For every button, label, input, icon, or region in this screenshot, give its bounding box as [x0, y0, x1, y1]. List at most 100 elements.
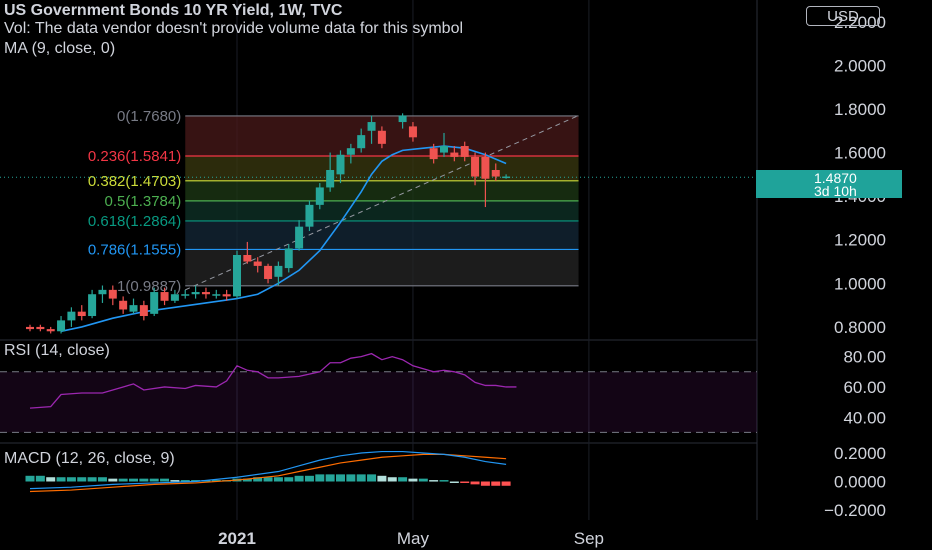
macd-histogram-bar [118, 478, 128, 482]
fib-zone [185, 249, 579, 286]
candle-body [357, 135, 366, 149]
price-axis-tick: 1.2000 [834, 231, 886, 250]
macd-histogram-bar [418, 478, 428, 482]
candle-body [336, 154, 345, 175]
candle-body [170, 294, 179, 301]
candle-body [253, 261, 262, 266]
fib-level-label: 0.236(1.5841) [88, 148, 181, 165]
candle-body [429, 148, 438, 160]
candle-body [212, 294, 221, 296]
macd-histogram-bar [77, 477, 87, 482]
chart-title: US Government Bonds 10 YR Yield, 1W, TVC [4, 2, 343, 19]
candle-body [57, 320, 66, 332]
candle-body [243, 255, 252, 262]
candle-body [160, 292, 169, 301]
macd-legend: MACD (12, 26, close, 9) [4, 450, 175, 467]
candle-body [326, 170, 335, 188]
candle-body [315, 187, 324, 205]
candle-body [150, 292, 159, 314]
macd-histogram-bar [129, 478, 138, 482]
macd-histogram-bar [180, 480, 190, 482]
rsi-line [29, 352, 517, 409]
candle-body [295, 226, 304, 249]
macd-histogram-bar [160, 478, 170, 482]
current-price-label: 1.4870 3d 10h [756, 170, 902, 199]
candle-body [222, 294, 231, 297]
candle-body [129, 305, 138, 312]
currency-button[interactable]: USD [806, 6, 880, 26]
candle-body [233, 255, 241, 297]
macd-histogram-bar [108, 478, 118, 482]
candle-body [139, 305, 148, 317]
candle-body [181, 294, 190, 296]
fib-level-label: 0(1.7680) [117, 108, 181, 125]
macd-histogram-bar [429, 480, 439, 482]
candle-body [460, 146, 469, 157]
candle-body [274, 265, 283, 277]
candle-body [119, 300, 128, 310]
candle-body [36, 326, 45, 330]
macd-histogram-bar [25, 475, 35, 482]
macd-histogram-bar [439, 480, 449, 482]
macd-histogram-bar [149, 478, 159, 482]
price-axis-tick: 0.8000 [834, 318, 886, 337]
macd-histogram-bar [139, 478, 149, 482]
candle-body [191, 292, 200, 295]
macd-histogram-bar [470, 481, 480, 485]
ma-legend: MA (9, close, 0) [4, 40, 116, 57]
macd-histogram-bar [377, 475, 387, 482]
macd-histogram-bar [336, 474, 345, 482]
fib-level-label: 0.786(1.1555) [88, 241, 181, 258]
candle-body [481, 156, 490, 179]
macd-histogram-bar [346, 474, 356, 482]
macd-histogram-bar [97, 477, 107, 482]
candle-body [88, 294, 97, 317]
macd-histogram-bar [242, 478, 252, 482]
rsi-axis-tick: 40.00 [843, 408, 886, 427]
macd-axis-tick: −0.2000 [824, 501, 886, 520]
macd-histogram-bar [315, 474, 325, 482]
current-price-value: 1.4870 [814, 170, 857, 186]
candle-body [201, 292, 210, 295]
candle-body [98, 289, 107, 295]
macd-histogram-bar [356, 474, 366, 482]
candle-body [284, 248, 293, 269]
volume-legend: Vol: The data vendor doesn't provide vol… [4, 20, 464, 37]
macd-histogram-bar [398, 477, 408, 482]
macd-histogram-bar [273, 477, 283, 482]
fib-level-label: 0.5(1.3784) [105, 193, 182, 210]
time-axis-tick: May [397, 529, 430, 548]
macd-histogram-bar [263, 477, 273, 482]
price-axis-tick: 2.2000 [834, 13, 886, 32]
macd-histogram-bar [284, 477, 294, 482]
macd-histogram-bar [449, 481, 459, 483]
fib-zone [185, 200, 579, 221]
macd-histogram-bar [367, 474, 377, 482]
macd-histogram-bar [87, 477, 97, 482]
macd-histogram-bar [304, 475, 314, 482]
macd-histogram-bar [211, 480, 221, 482]
macd-histogram-bar [191, 480, 201, 482]
candle-body [46, 329, 55, 332]
macd-axis-tick: 0.2000 [834, 444, 886, 463]
candle-body [471, 156, 480, 177]
fib-level-label: 0.618(1.2864) [88, 213, 181, 230]
macd-histogram-bar [253, 477, 263, 482]
candle-body [408, 126, 417, 138]
macd-histogram-bar [491, 481, 501, 486]
candle-body [440, 146, 448, 153]
candle-body [264, 265, 273, 279]
price-axis-tick: 1.0000 [834, 274, 886, 293]
macd-histogram-bar [325, 474, 335, 482]
candle-body [26, 326, 34, 330]
bar-countdown: 3d 10h [814, 183, 857, 199]
macd-histogram-bar [170, 480, 180, 482]
price-axis-tick: 1.6000 [834, 144, 886, 163]
macd-line [29, 450, 507, 490]
price-axis-tick: 2.0000 [834, 56, 886, 75]
fib-zone [185, 180, 579, 201]
macd-histogram-bar [408, 478, 418, 482]
candle-body [491, 170, 500, 177]
